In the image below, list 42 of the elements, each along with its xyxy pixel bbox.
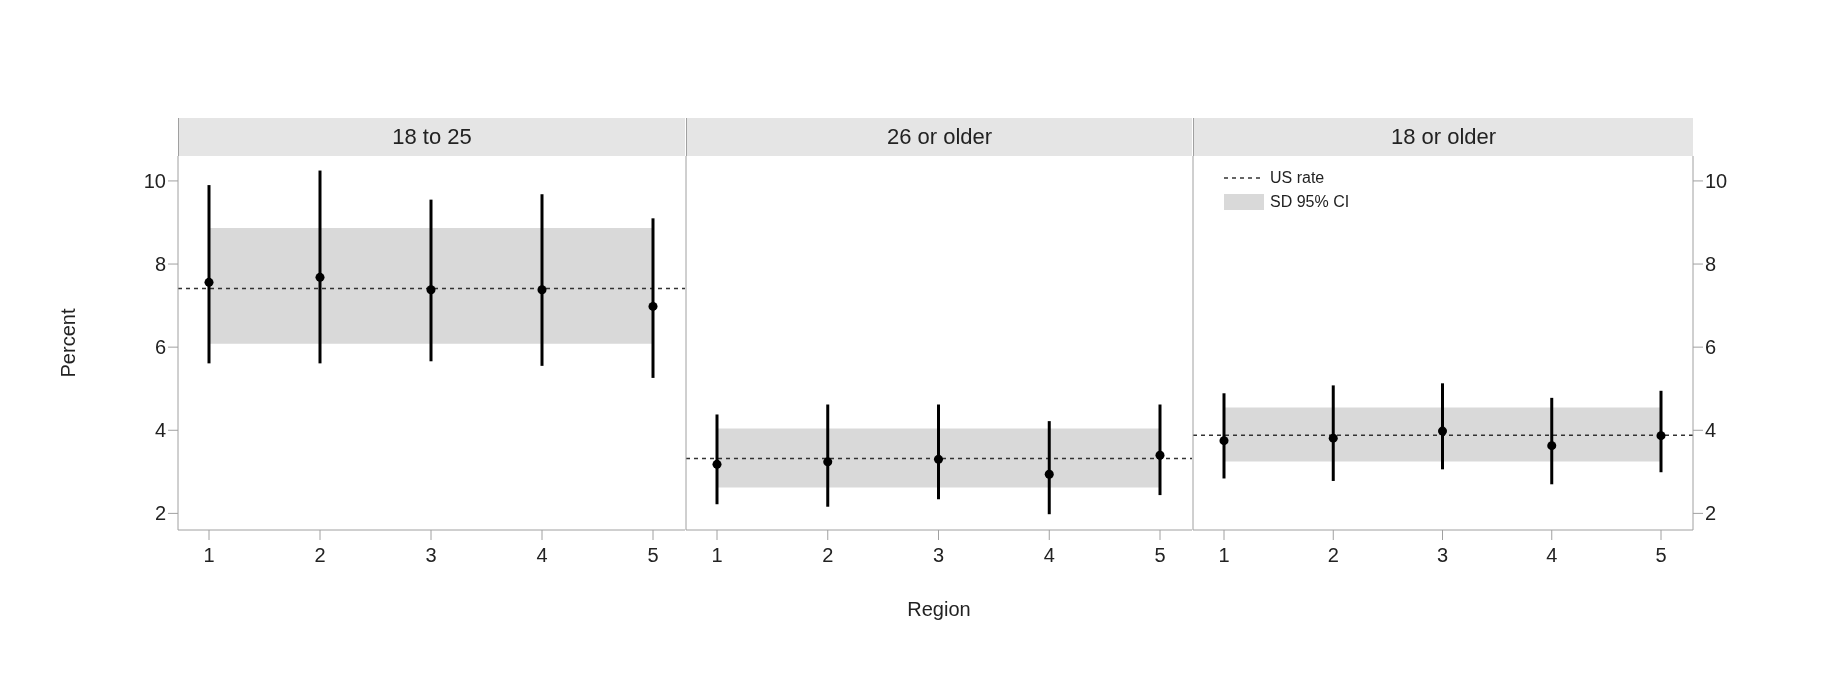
x-axis-title: Region: [907, 598, 971, 620]
point: [537, 285, 547, 295]
y-tick-label: 6: [1705, 336, 1717, 359]
point: [1044, 469, 1054, 479]
x-tick-label: 4: [1043, 544, 1055, 567]
point: [712, 459, 722, 469]
x-tick-label: 2: [822, 544, 834, 567]
point: [933, 454, 944, 464]
legend-label: US rate: [1270, 169, 1325, 187]
x-tick-label: 1: [1218, 544, 1230, 567]
x-tick-label: 5: [647, 544, 659, 567]
x-tick-label: 1: [711, 544, 723, 567]
point: [1155, 450, 1165, 460]
legend-label: SD 95% CI: [1270, 193, 1350, 211]
x-tick-label: 3: [932, 544, 945, 567]
point: [648, 301, 658, 311]
x-tick-label: 5: [1655, 544, 1667, 567]
y-tick-label: 8: [154, 253, 166, 276]
x-tick-label: 1: [203, 544, 215, 567]
point: [204, 277, 214, 287]
x-tick-label: 3: [425, 544, 437, 567]
chart-title: 18 or older: [1193, 118, 1693, 156]
chart-title: 18 to 25: [178, 118, 685, 156]
y-tick-label: 6: [154, 336, 166, 359]
x-tick-label: 3: [1436, 544, 1449, 567]
point: [426, 285, 436, 295]
x-tick-label: 4: [1546, 544, 1558, 567]
y-tick-label: 8: [1705, 253, 1717, 276]
x-tick-label: 4: [536, 544, 548, 567]
y-tick-label: 10: [143, 170, 166, 193]
y-tick-label: 4: [154, 419, 166, 442]
y-tick-label: 2: [154, 502, 166, 525]
x-tick-label: 5: [1154, 544, 1166, 567]
point: [315, 272, 325, 282]
y-tick-label: 4: [1705, 419, 1717, 442]
y-tick-label: 10: [1705, 170, 1728, 193]
point: [823, 457, 833, 467]
x-tick-label: 2: [1327, 544, 1339, 567]
y-tick-label: 2: [1705, 502, 1717, 525]
x-tick-label: 2: [314, 544, 326, 567]
chart-title: 26 or older: [686, 118, 1192, 156]
y-axis-title: Percent: [57, 308, 80, 378]
